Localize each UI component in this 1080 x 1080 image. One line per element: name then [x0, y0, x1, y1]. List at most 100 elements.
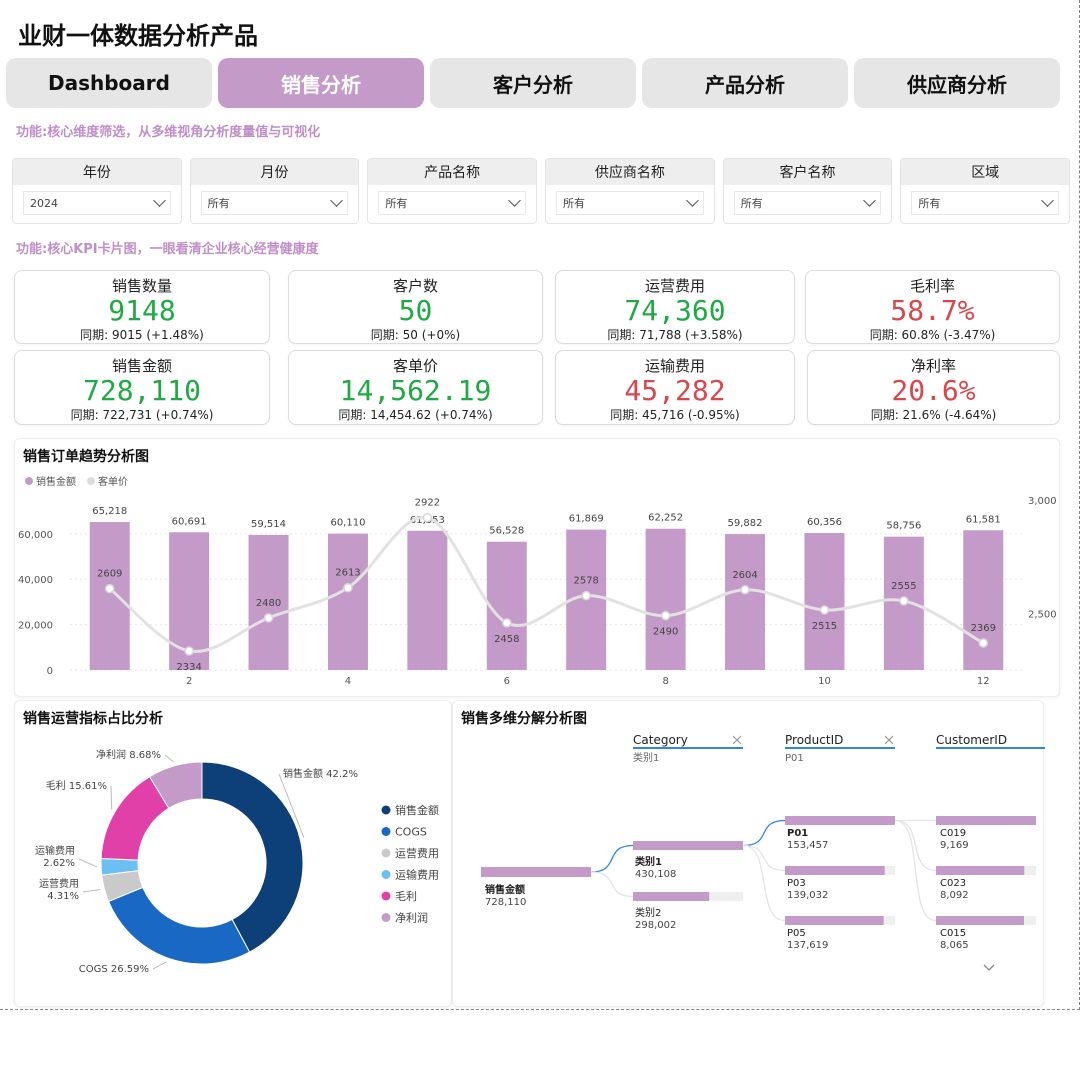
- bar-data-label: 60,356: [807, 517, 842, 528]
- decomp-root-value: 728,110: [485, 897, 526, 908]
- tab-product-analysis[interactable]: 产品分析: [642, 58, 848, 108]
- filter-dropdown[interactable]: 所有: [200, 191, 349, 215]
- trend-chart: 销售金额 客单价 0 20,000 40,000 60,000 2,500 3,000 65,2…: [18, 475, 1057, 687]
- decomp-node-label: 类别1: [635, 855, 662, 868]
- donut-slice-label: 4.31%: [47, 891, 79, 902]
- filter-label: 产品名称: [368, 159, 537, 185]
- decomposition-tree-panel: 销售多维分解分析图 Category 类别1 ProductID P01 Custome…: [452, 700, 1045, 1007]
- bar-sales-amount: [725, 534, 766, 670]
- decomp-node-label: P03: [787, 878, 806, 889]
- line-point-avg-order: [184, 646, 194, 656]
- kpi-label: 销售金额: [111, 357, 172, 375]
- donut-legend-marker: [381, 870, 391, 879]
- kpi-label: 毛利率: [909, 277, 955, 295]
- filter-value: 2024: [30, 196, 58, 210]
- filter-region: 区域 所有: [900, 158, 1071, 224]
- decomp-connector: [894, 819, 937, 872]
- donut-slice-label: COGS 26.59%: [79, 964, 149, 975]
- tab-customer-analysis[interactable]: 客户分析: [430, 58, 636, 108]
- kpi-value: 74,360: [624, 294, 726, 327]
- decomp-connector: [742, 819, 786, 847]
- decomp-node-value: 8,092: [940, 890, 969, 901]
- chevron-down-icon: [152, 194, 166, 207]
- decomp-product-bar[interactable]: [785, 866, 885, 875]
- kpi-card-sales-amount: 销售金额 728,110 同期: 722,731 (+0.74%): [14, 350, 270, 425]
- close-icon[interactable]: [732, 735, 742, 745]
- filter-dropdown[interactable]: 2024: [23, 191, 171, 215]
- trend-chart-title: 销售订单趋势分析图: [23, 449, 149, 465]
- line-data-label: 2922: [415, 498, 440, 509]
- kpi-comparison: 同期: 45,716 (-0.95%): [610, 408, 740, 422]
- chevron-down-icon: [685, 194, 699, 207]
- y-left-tick-label: 60,000: [18, 530, 53, 541]
- filter-dropdown[interactable]: 所有: [911, 191, 1060, 215]
- kpi-card-operating-cost: 运营费用 74,360 同期: 71,788 (+3.58%): [555, 270, 795, 344]
- line-data-label: 2604: [732, 570, 757, 581]
- filter-dropdown[interactable]: 所有: [556, 191, 704, 215]
- bar-data-label: 59,514: [251, 519, 286, 530]
- tab-dashboard[interactable]: Dashboard: [6, 58, 212, 108]
- decomp-product-bar[interactable]: [785, 816, 895, 825]
- decomp-category-bar[interactable]: [633, 892, 710, 901]
- decomp-node-value: 8,065: [940, 940, 969, 951]
- donut-legend-marker: [381, 848, 391, 858]
- kpi-comparison: 同期: 50 (+0%): [370, 328, 461, 342]
- x-tick-label: 4: [345, 676, 351, 687]
- line-data-label: 2458: [494, 634, 519, 645]
- decomp-product-bar[interactable]: [785, 916, 884, 925]
- decomp-category-bar[interactable]: [633, 841, 743, 850]
- kpi-comparison: 同期: 60.8% (-3.47%): [869, 328, 996, 342]
- legend-label-sales-amount: 销售金额: [36, 475, 76, 488]
- decomp-node-label: P01: [787, 828, 808, 839]
- kpi-comparison: 同期: 14,454.62 (+0.74%): [338, 408, 493, 422]
- line-data-label: 2555: [891, 581, 916, 592]
- chevron-down-icon[interactable]: [983, 964, 995, 971]
- decomp-root-bar[interactable]: [481, 867, 591, 877]
- tab-supplier-analysis[interactable]: 供应商分析: [854, 58, 1060, 108]
- decomp-node-value: 430,108: [635, 869, 676, 880]
- filter-product-name: 产品名称 所有: [367, 158, 538, 224]
- line-point-avg-order: [104, 583, 115, 594]
- decomp-node-label: 类别2: [635, 906, 661, 919]
- kpi-value: 9148: [108, 294, 176, 327]
- kpi-comparison: 同期: 71,788 (+3.58%): [607, 328, 743, 342]
- filter-bar: 年份 2024 月份 所有 产品名称 所有 供应商名称 所有 客户名称 所有 区…: [12, 158, 1071, 224]
- dashboard-page: 业财一体数据分析产品 Dashboard 销售分析 客户分析 产品分析 供应商分…: [0, 0, 1080, 1010]
- donut-leader-line: [164, 754, 175, 763]
- line-point-avg-order: [978, 638, 989, 648]
- filter-dropdown[interactable]: 所有: [378, 191, 527, 215]
- kpi-card-gross-margin: 毛利率 58.7% 同期: 60.8% (-3.47%): [805, 270, 1060, 344]
- x-tick-label: 10: [818, 676, 831, 687]
- line-point-avg-order: [660, 610, 671, 621]
- bar-sales-amount: [89, 522, 130, 670]
- decomp-connector: [894, 819, 937, 922]
- bar-data-label: 61,581: [966, 514, 1001, 525]
- kpi-label: 净利率: [910, 357, 956, 375]
- filter-dropdown[interactable]: 所有: [733, 191, 882, 215]
- line-point-avg-order: [502, 618, 512, 628]
- close-icon[interactable]: [884, 735, 894, 745]
- y-right-tick-label: 3,000: [1028, 496, 1057, 507]
- kpi-card-net-margin: 净利率 20.6% 同期: 21.6% (-4.64%): [807, 350, 1060, 425]
- kpi-label: 客单价: [392, 357, 438, 375]
- donut-chart-title: 销售运营指标占比分析: [23, 711, 163, 727]
- line-data-label: 2490: [653, 627, 678, 638]
- chevron-down-icon: [330, 194, 344, 207]
- trend-chart-panel: 销售订单趋势分析图 销售金额 客单价 0 20,000 40,000 60,000 2,50…: [14, 438, 1060, 697]
- bar-data-label: 62,252: [648, 513, 683, 524]
- donut-leader-line: [82, 889, 101, 893]
- decomp-node-label: C015: [940, 928, 966, 939]
- filter-label: 客户名称: [723, 159, 892, 185]
- decomp-customer-bar[interactable]: [936, 866, 1025, 875]
- line-point-avg-order: [422, 512, 433, 523]
- decomp-column-filter: P01: [785, 753, 804, 764]
- tab-sales-analysis[interactable]: 销售分析: [218, 58, 424, 108]
- donut-chart-panel: 销售运营指标占比分析 销售金额 42.2% COGS 26.59% 运营费用 4.31…: [14, 700, 452, 1007]
- kpi-label: 运营费用: [644, 277, 705, 295]
- decomp-customer-bar[interactable]: [936, 816, 1036, 825]
- y-left-tick-label: 20,000: [18, 621, 53, 632]
- decomp-customer-bar[interactable]: [936, 916, 1024, 925]
- kpi-comparison: 同期: 722,731 (+0.74%): [70, 408, 214, 422]
- filter-label: 区域: [901, 159, 1070, 185]
- bar-sales-amount: [804, 533, 845, 670]
